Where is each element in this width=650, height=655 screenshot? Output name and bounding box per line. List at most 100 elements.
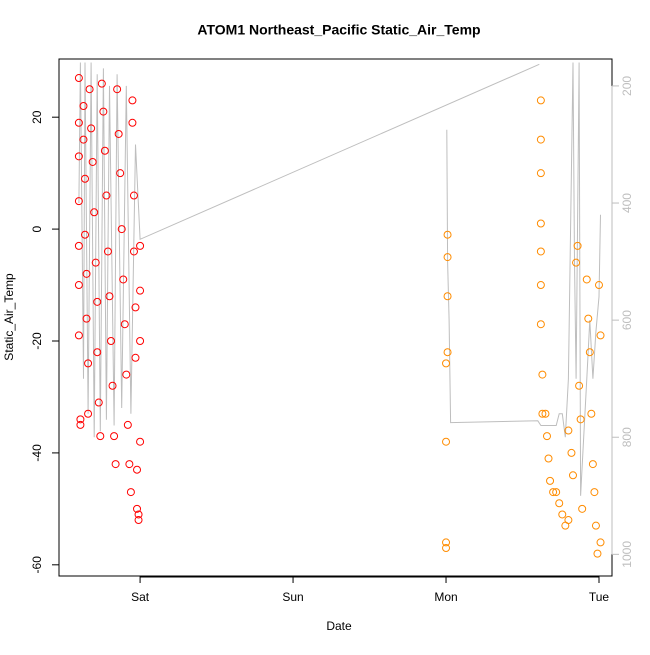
data-point bbox=[120, 320, 129, 329]
data-point bbox=[442, 544, 451, 553]
y-axis-title: Static_Air_Temp bbox=[2, 273, 16, 361]
data-point bbox=[596, 538, 605, 547]
data-point bbox=[443, 292, 452, 301]
x-tick-label: Sun bbox=[282, 590, 303, 604]
data-point bbox=[125, 460, 134, 469]
data-point bbox=[546, 476, 555, 485]
y-tick-label: 20 bbox=[30, 110, 44, 124]
data-point bbox=[110, 432, 119, 441]
data-point bbox=[74, 197, 83, 206]
data-point bbox=[536, 96, 545, 105]
data-point bbox=[443, 253, 452, 262]
data-point bbox=[578, 504, 587, 513]
data-point bbox=[552, 488, 561, 497]
data-point bbox=[116, 169, 125, 178]
y2-tick-label: 800 bbox=[620, 427, 634, 447]
data-point bbox=[134, 516, 143, 525]
y2-tick-label: 600 bbox=[620, 310, 634, 330]
y2-tick-label: 400 bbox=[620, 193, 634, 213]
data-point bbox=[536, 320, 545, 329]
data-point bbox=[555, 499, 564, 508]
y-tick-label: -40 bbox=[30, 444, 44, 462]
data-point bbox=[443, 230, 452, 239]
data-point bbox=[79, 135, 88, 144]
data-point bbox=[105, 292, 114, 301]
data-point bbox=[94, 398, 103, 407]
data-point bbox=[572, 258, 581, 267]
data-point bbox=[536, 281, 545, 290]
data-point bbox=[544, 454, 553, 463]
data-point bbox=[128, 118, 137, 127]
data-point bbox=[584, 314, 593, 323]
data-point bbox=[76, 415, 85, 424]
x-tick-label: Tue bbox=[589, 590, 610, 604]
y-tick-label: -20 bbox=[30, 332, 44, 350]
data-point bbox=[594, 281, 603, 290]
data-point bbox=[593, 549, 602, 558]
data-point bbox=[85, 85, 94, 94]
data-point bbox=[82, 314, 91, 323]
data-point bbox=[567, 448, 576, 457]
data-point bbox=[102, 191, 111, 200]
x-axis-title: Date bbox=[326, 619, 352, 633]
data-point bbox=[587, 409, 596, 418]
data-point bbox=[97, 79, 106, 88]
data-point bbox=[131, 353, 140, 362]
data-point bbox=[442, 538, 451, 547]
data-point bbox=[536, 169, 545, 178]
data-point bbox=[82, 269, 91, 278]
data-point bbox=[442, 359, 451, 368]
data-point bbox=[88, 157, 97, 166]
data-point bbox=[129, 191, 138, 200]
data-point bbox=[113, 85, 122, 94]
data-point bbox=[99, 107, 108, 116]
data-point bbox=[122, 370, 131, 379]
y2-tick-label: 1000 bbox=[620, 541, 634, 568]
data-point bbox=[74, 281, 83, 290]
y-tick-label: 0 bbox=[30, 225, 44, 232]
data-point bbox=[538, 409, 547, 418]
data-point bbox=[590, 488, 599, 497]
data-point bbox=[129, 247, 138, 256]
data-point bbox=[74, 241, 83, 250]
data-point bbox=[79, 102, 88, 110]
data-point bbox=[564, 516, 573, 525]
data-point bbox=[93, 297, 102, 306]
data-point bbox=[582, 275, 591, 284]
x-tick-label: Mon bbox=[434, 590, 457, 604]
data-point bbox=[536, 247, 545, 256]
data-point bbox=[536, 219, 545, 228]
data-point bbox=[134, 510, 143, 519]
data-point bbox=[576, 415, 585, 424]
data-point bbox=[133, 504, 142, 513]
data-point bbox=[126, 488, 135, 497]
x-tick-label: Sat bbox=[131, 590, 150, 604]
data-point bbox=[74, 74, 83, 83]
data-point bbox=[81, 174, 90, 183]
data-point bbox=[575, 381, 584, 390]
data-point bbox=[96, 432, 105, 441]
y2-tick-label: 200 bbox=[620, 76, 634, 96]
data-point bbox=[74, 331, 83, 340]
data-point bbox=[91, 258, 100, 267]
data-point bbox=[573, 241, 582, 250]
data-point bbox=[111, 460, 120, 469]
data-point bbox=[542, 432, 551, 441]
data-point bbox=[119, 275, 128, 284]
data-point bbox=[538, 370, 547, 379]
data-point bbox=[568, 471, 577, 480]
data-point bbox=[133, 465, 142, 474]
data-point bbox=[541, 409, 550, 418]
data-point bbox=[549, 488, 558, 497]
data-point bbox=[84, 409, 93, 418]
data-point bbox=[81, 230, 90, 239]
data-point bbox=[591, 521, 600, 530]
data-point bbox=[536, 135, 545, 144]
data-point bbox=[131, 303, 140, 312]
data-point bbox=[443, 348, 452, 357]
data-point bbox=[87, 124, 96, 133]
data-point bbox=[107, 337, 116, 345]
data-point bbox=[585, 348, 594, 357]
data-point bbox=[596, 331, 605, 340]
